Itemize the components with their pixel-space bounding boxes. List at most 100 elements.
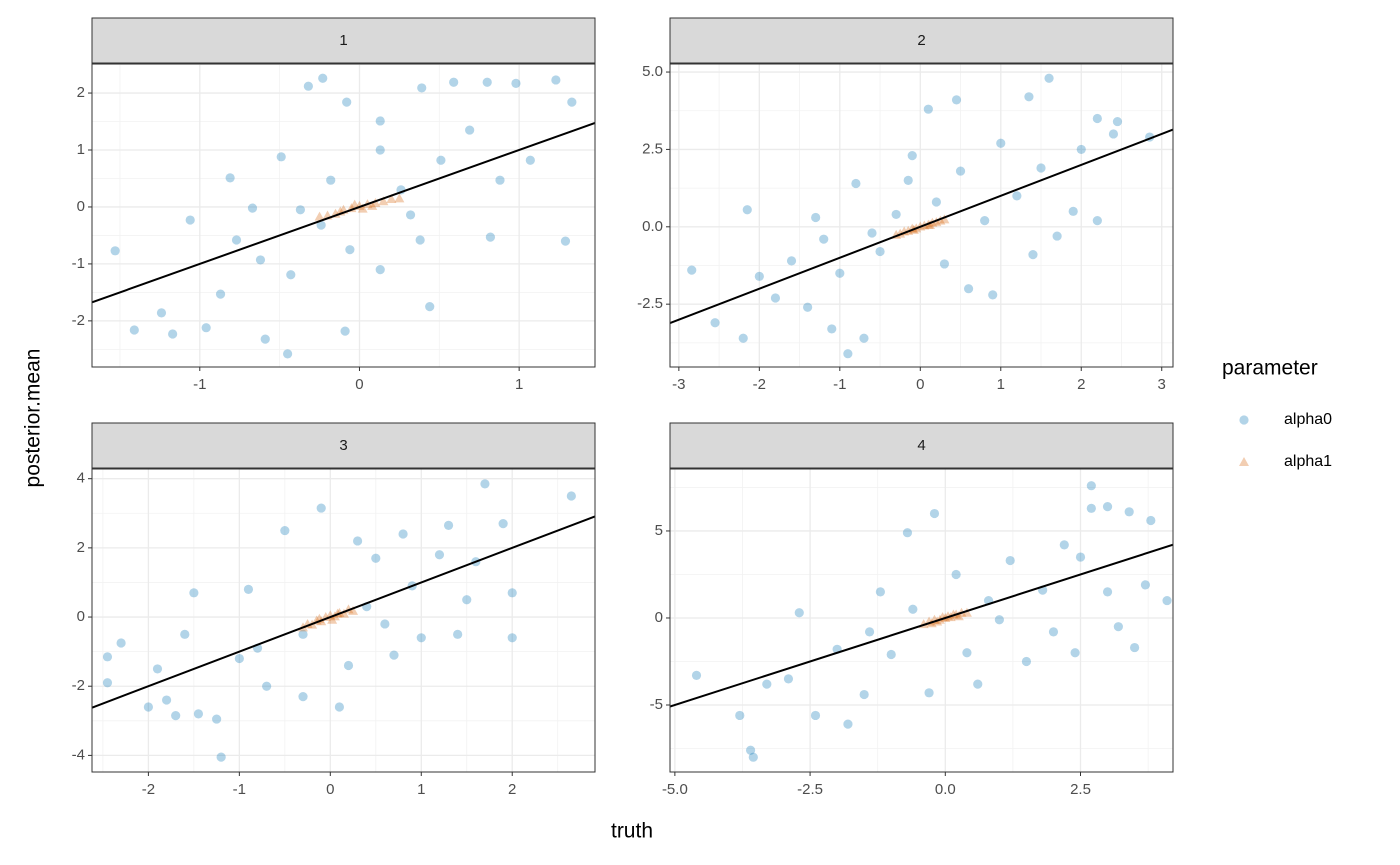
- strip: [669, 422, 1174, 469]
- point: [875, 246, 885, 257]
- y-tick-label: 5: [655, 522, 663, 539]
- point: [180, 629, 190, 639]
- point: [286, 270, 296, 280]
- point: [902, 528, 913, 538]
- point: [1021, 656, 1032, 667]
- point: [371, 553, 381, 563]
- point: [234, 653, 244, 664]
- plot-area: [92, 469, 595, 772]
- point: [924, 688, 934, 698]
- legend-label: alpha1: [1284, 453, 1332, 470]
- y-axis-title: posterior.mean: [22, 349, 45, 488]
- point: [349, 199, 360, 209]
- point: [405, 210, 416, 220]
- point: [161, 695, 172, 705]
- point: [1036, 163, 1046, 173]
- point: [867, 228, 877, 238]
- point: [1052, 231, 1062, 241]
- panel-border: [91, 468, 596, 773]
- point: [891, 209, 901, 220]
- point: [255, 255, 266, 265]
- point: [394, 193, 405, 203]
- point: [262, 681, 272, 691]
- point: [939, 214, 950, 224]
- point: [511, 78, 521, 88]
- point: [340, 326, 350, 336]
- point: [316, 503, 326, 513]
- point: [980, 216, 990, 226]
- point: [951, 569, 961, 580]
- y-tick-label: -5: [650, 696, 663, 713]
- point: [280, 525, 290, 536]
- point: [1129, 642, 1140, 653]
- point: [375, 265, 385, 275]
- point: [754, 271, 764, 281]
- point: [1076, 144, 1086, 155]
- point: [260, 334, 270, 344]
- point: [443, 520, 454, 530]
- point: [770, 293, 781, 303]
- point: [102, 678, 113, 688]
- point: [189, 588, 199, 598]
- point: [1162, 595, 1172, 606]
- point: [367, 200, 378, 210]
- x-tick-label: -1: [233, 781, 246, 798]
- y-tick-label: 0: [77, 198, 85, 215]
- point: [482, 77, 492, 87]
- x-tick-label: -2: [142, 781, 155, 798]
- y-tick-label: -4: [72, 746, 85, 763]
- point: [156, 308, 167, 318]
- strip: [91, 17, 596, 64]
- point: [851, 178, 861, 189]
- point: [316, 220, 326, 230]
- point: [283, 349, 293, 359]
- x-tick-label: 2.5: [1070, 781, 1091, 798]
- panel-border: [91, 63, 596, 368]
- point: [193, 709, 204, 719]
- point: [343, 660, 354, 671]
- point: [212, 714, 222, 724]
- point: [560, 236, 571, 246]
- y-tick-label: -2.5: [637, 295, 663, 312]
- point: [1112, 116, 1123, 127]
- panel-bg: [92, 64, 595, 367]
- point: [691, 670, 702, 681]
- point: [375, 116, 385, 126]
- strip-label: 3: [339, 437, 347, 454]
- panel-bg: [92, 469, 595, 772]
- point: [334, 702, 345, 712]
- point: [436, 155, 446, 165]
- point: [298, 629, 308, 639]
- point: [449, 77, 459, 87]
- point: [417, 83, 427, 93]
- point: [1140, 580, 1151, 590]
- point: [338, 608, 349, 618]
- reference-line: [92, 122, 595, 304]
- y-tick-label: -1: [72, 255, 85, 272]
- x-tick-label: -5.0: [662, 781, 688, 798]
- point: [215, 289, 226, 299]
- point: [1070, 648, 1080, 658]
- point: [963, 284, 974, 294]
- x-tick-label: -2.5: [797, 781, 823, 798]
- point: [295, 205, 305, 215]
- x-tick-label: -1: [193, 376, 206, 393]
- point: [783, 674, 794, 684]
- point: [480, 479, 490, 489]
- point: [243, 584, 254, 594]
- point: [525, 155, 535, 165]
- x-tick-label: 3: [1158, 376, 1166, 393]
- point: [923, 104, 933, 114]
- point: [859, 333, 869, 343]
- point: [742, 205, 752, 215]
- x-tick-label: -1: [833, 376, 846, 393]
- y-tick-label: -2: [72, 312, 85, 329]
- x-tick-label: -3: [672, 376, 685, 393]
- point: [843, 719, 853, 729]
- x-tick-label: 0.0: [935, 781, 956, 798]
- point: [908, 604, 918, 614]
- panel-border: [669, 468, 1174, 773]
- y-tick-label: 0: [655, 609, 663, 626]
- point: [835, 268, 845, 278]
